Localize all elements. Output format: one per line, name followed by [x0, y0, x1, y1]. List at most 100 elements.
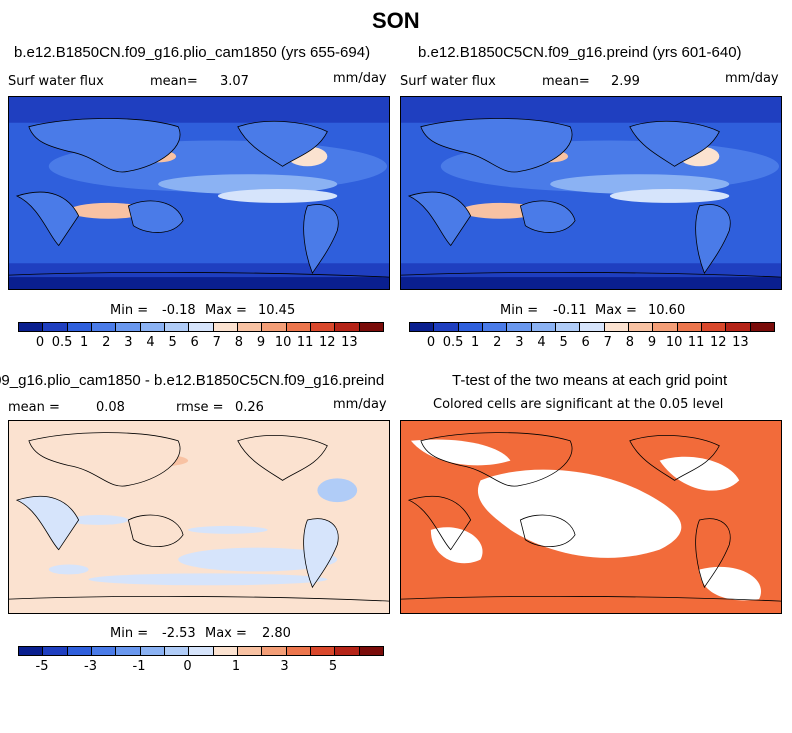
colorbar-swatch	[140, 323, 165, 331]
units-label-bottom-left: mm/day	[333, 397, 387, 412]
colorbar-tick-label: 9	[647, 335, 657, 350]
colorbar-tick-label: 1	[231, 659, 241, 674]
min-value-top-right: -0.11	[553, 303, 587, 318]
max-label-top-right: Max =	[595, 303, 637, 318]
colorbar-swatch	[335, 323, 360, 331]
colorbar-swatch	[262, 323, 287, 331]
colorbar-swatch	[164, 323, 190, 331]
colorbar-swatch	[237, 323, 263, 331]
colorbar-swatch	[555, 323, 581, 331]
mean-label-top-right: mean=	[542, 74, 590, 89]
colorbar-swatch	[310, 323, 336, 331]
colorbar-swatch	[91, 647, 117, 655]
colorbar-tick-label: 7	[212, 335, 221, 350]
figure-title: SON	[372, 8, 420, 33]
colorbar-swatch	[359, 647, 383, 655]
colorbar-tick-label: 11	[296, 335, 314, 350]
colorbar-swatch	[286, 323, 311, 331]
min-value-bottom-left: -2.53	[162, 626, 196, 641]
colorbar-swatch	[628, 323, 654, 331]
colorbar-swatch	[67, 647, 92, 655]
colorbar-tick-label: 1	[471, 335, 480, 350]
colorbar-tick-label: -1	[132, 659, 146, 674]
colorbar-tick-label: 13	[732, 335, 749, 350]
colorbar-swatch	[507, 323, 532, 331]
colorbar-swatch	[310, 647, 336, 655]
min-value-top-left: -0.18	[162, 303, 196, 318]
colorbar-swatch	[335, 647, 360, 655]
max-label-bottom-left: Max =	[205, 626, 247, 641]
map-plot-bottom-left	[8, 420, 390, 614]
colorbar-top-right	[409, 322, 775, 332]
variable-label-top-left: Surf water flux	[8, 74, 104, 89]
panel-title-bottom-left: b.e12.B1850CN.f09_g16.plio_cam1850 - b.e…	[0, 372, 385, 389]
min-label-bottom-left: Min =	[110, 626, 149, 641]
colorbar-swatch	[726, 323, 751, 331]
colorbar-swatch	[604, 323, 629, 331]
rmse-label-bottom-left: rmse =	[176, 400, 224, 415]
colorbar-swatch	[43, 323, 68, 331]
colorbar-swatch	[482, 323, 508, 331]
colorbar-swatch	[458, 323, 483, 331]
colorbar-tick-label: 1	[80, 335, 89, 350]
colorbar-tick-label: 4	[537, 335, 546, 350]
colorbar-tick-label: 0.5	[51, 335, 73, 350]
map-plot-top-left	[8, 96, 390, 290]
colorbar-swatch	[91, 323, 117, 331]
colorbar-swatch	[213, 323, 238, 331]
colorbar-swatch	[43, 647, 68, 655]
mean-label-bottom-left: mean =	[8, 400, 60, 415]
colorbar-tick-label: 8	[234, 335, 244, 350]
colorbar-tick-label: -3	[84, 659, 97, 674]
colorbar-tick-label: 6	[581, 335, 590, 350]
colorbar-swatch	[286, 647, 311, 655]
colorbar-tick-label: 0	[183, 659, 192, 674]
max-value-top-right: 10.60	[648, 303, 686, 318]
colorbar-tick-label: 10	[274, 335, 292, 350]
max-label-top-left: Max =	[205, 303, 247, 318]
panel-title-top-left: b.e12.B1850CN.f09_g16.plio_cam1850 (yrs …	[14, 44, 371, 61]
colorbar-swatch	[580, 323, 605, 331]
panel-title-top-right: b.e12.B1850C5CN.f09_g16.preind (yrs 601-…	[418, 44, 742, 61]
colorbar-tick-label: 3	[124, 335, 133, 350]
colorbar-tick-label: 12	[319, 335, 336, 350]
colorbar-swatch	[359, 323, 383, 331]
max-value-bottom-left: 2.80	[262, 626, 291, 641]
max-value-top-left: 10.45	[258, 303, 296, 318]
colorbar-tick-label: 2	[493, 335, 502, 350]
colorbar-swatch	[410, 323, 435, 331]
colorbar-tick-label: 13	[341, 335, 358, 350]
colorbar-swatch	[653, 323, 678, 331]
colorbar-swatch	[237, 647, 263, 655]
mean-label-top-left: mean=	[150, 74, 198, 89]
variable-label-top-right: Surf water flux	[400, 74, 496, 89]
min-label-top-left: Min =	[110, 303, 149, 318]
colorbar-swatch	[189, 647, 214, 655]
panel-title-bottom-right: T-test of the two means at each grid poi…	[452, 372, 728, 389]
colorbar-swatch	[531, 323, 556, 331]
colorbar-swatch	[434, 323, 459, 331]
rmse-value-bottom-left: 0.26	[235, 400, 264, 415]
colorbar-tick-label: 9	[256, 335, 266, 350]
mean-value-bottom-left: 0.08	[96, 400, 125, 415]
colorbar-tick-label: 0.5	[442, 335, 464, 350]
colorbar-swatch	[164, 647, 190, 655]
colorbar-tick-label: 8	[625, 335, 635, 350]
colorbar-tick-label: 5	[559, 335, 568, 350]
colorbar-swatch	[750, 323, 774, 331]
colorbar-swatch	[262, 647, 287, 655]
colorbar-swatch	[140, 647, 165, 655]
colorbar-tick-label: 3	[515, 335, 524, 350]
colorbar-tick-label: 0	[426, 335, 436, 350]
colorbar-swatch	[213, 647, 238, 655]
colorbar-swatch	[701, 323, 727, 331]
colorbar-tick-label: 4	[146, 335, 155, 350]
mean-value-top-right: 2.99	[611, 74, 640, 89]
colorbar-tick-label: 5	[328, 659, 338, 674]
colorbar-top-left	[18, 322, 384, 332]
colorbar-tick-label: 0	[35, 335, 45, 350]
colorbar-tick-label: -5	[35, 659, 49, 674]
units-label-top-right: mm/day	[725, 71, 779, 86]
map-plot-top-right	[400, 96, 782, 290]
colorbar-swatch	[19, 647, 44, 655]
